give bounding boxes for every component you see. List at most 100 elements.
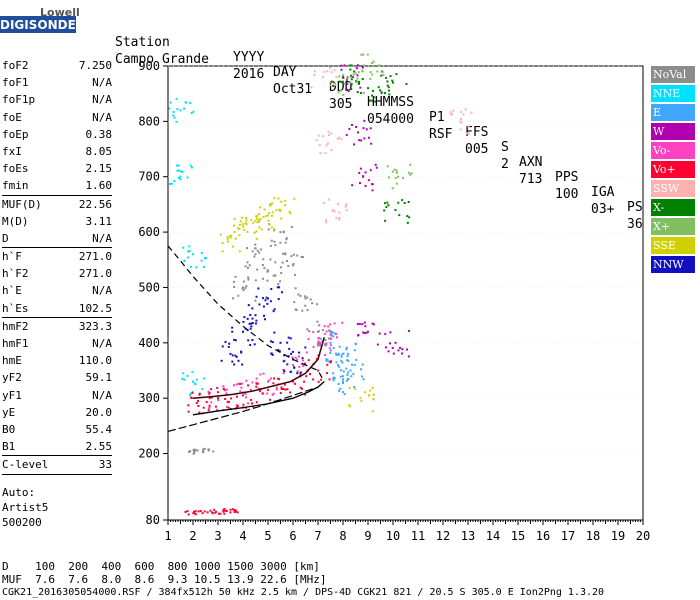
echo-dot	[345, 367, 348, 370]
echo-dot	[189, 265, 192, 268]
echo-dot	[250, 322, 253, 325]
lower-dashed-curve	[167, 381, 325, 432]
echo-dot	[301, 256, 304, 259]
echo-dot	[371, 189, 374, 192]
echo-dot	[267, 228, 270, 231]
echo-dot	[256, 214, 259, 217]
x-tick-label: 20	[636, 529, 650, 543]
echo-dot	[387, 86, 390, 89]
echo-dot	[216, 386, 219, 389]
echo-dot	[258, 220, 261, 223]
echo-dot	[391, 187, 394, 190]
echo-dot	[313, 74, 316, 77]
echo-dot	[271, 211, 274, 214]
es-echo-dot	[202, 448, 205, 451]
echo-dot	[245, 285, 248, 288]
echo-dot	[295, 308, 298, 311]
echo-dot	[338, 389, 341, 392]
echo-dot	[359, 92, 362, 95]
echo-dot	[266, 279, 269, 282]
echo-dot	[321, 328, 324, 331]
echo-point	[197, 399, 199, 402]
echo-dot	[237, 294, 240, 297]
echo-dot	[342, 93, 345, 96]
echo-dot	[260, 228, 263, 231]
echo-dot	[356, 77, 359, 80]
echo-dot	[216, 391, 219, 394]
param-value: N/A	[92, 76, 112, 90]
echo-dot	[290, 225, 293, 228]
echo-dot	[338, 211, 341, 214]
y-tick-label: 700	[138, 170, 160, 184]
echo-dot	[268, 212, 271, 215]
echo-dot	[279, 266, 282, 269]
legend-item: NNE	[651, 85, 695, 102]
echo-dot	[358, 171, 361, 174]
echo-dot	[344, 205, 347, 208]
echo-dot	[362, 175, 365, 178]
echo-dot	[373, 96, 376, 99]
echo-dot	[407, 355, 410, 358]
echo-dot	[197, 405, 200, 408]
echo-dot	[326, 358, 329, 361]
echo-dot	[339, 89, 342, 92]
legend-item: Vo+	[651, 161, 695, 178]
echo-dot	[248, 322, 251, 325]
echo-dot	[301, 387, 304, 390]
echo-dot	[265, 296, 268, 299]
param-row: fxI 8.05	[2, 143, 112, 160]
echo-dot	[254, 279, 257, 282]
echo-dot	[238, 223, 241, 226]
echo-dot	[256, 249, 259, 252]
echo-point	[394, 208, 397, 211]
echo-dot	[189, 101, 192, 104]
echo-dot	[280, 386, 283, 389]
echo-dot	[328, 378, 331, 381]
echo-point	[394, 341, 397, 344]
es-echo-dot	[213, 508, 216, 511]
file-info: CGK21_2016305054000.RSF / 384fx512h 50 k…	[2, 587, 605, 598]
echo-dot	[236, 404, 239, 407]
echo-dot	[222, 388, 225, 391]
echo-dot	[336, 202, 339, 205]
echo-dot	[303, 380, 306, 383]
echo-dot	[259, 373, 262, 376]
echo-dot	[176, 169, 179, 172]
echo-dot	[340, 68, 343, 71]
echo-dot	[375, 166, 378, 169]
echo-dot	[328, 323, 331, 326]
echo-dot	[341, 321, 344, 324]
hdr-value-ps: 36	[627, 217, 643, 232]
echo-dot	[406, 215, 409, 218]
echo-dot	[221, 242, 224, 245]
echo-dot	[214, 405, 217, 408]
echo-dot	[334, 83, 337, 86]
echo-dot	[329, 344, 332, 347]
echo-dot	[285, 237, 288, 240]
echo-dot	[225, 388, 228, 391]
echo-dot	[278, 208, 281, 211]
hdr-value-station: Campo Grande	[115, 52, 209, 67]
y-tick-label: 800	[138, 114, 160, 128]
echo-dot	[330, 332, 333, 335]
profile-solid-curve	[192, 381, 325, 416]
echo-dot	[231, 354, 234, 357]
echo-dot	[372, 323, 375, 326]
autoscale-line3: 500200	[2, 516, 42, 529]
echo-dot	[273, 240, 276, 243]
echo-dot	[243, 316, 246, 319]
hdr-value-hhmmss: 054000	[367, 112, 414, 127]
echo-dot	[353, 349, 356, 352]
echo-point	[242, 394, 244, 397]
echo-dot	[362, 64, 365, 67]
echo-point	[179, 175, 182, 178]
echo-dot	[338, 345, 341, 348]
echo-dot	[362, 127, 365, 130]
echo-dot	[340, 355, 343, 358]
param-row: foE N/A	[2, 109, 112, 126]
echo-dot	[207, 409, 210, 412]
echo-dot	[317, 354, 320, 357]
echo-dot	[362, 53, 365, 56]
echo-dot	[369, 99, 372, 102]
es-echo-dot	[229, 508, 232, 511]
